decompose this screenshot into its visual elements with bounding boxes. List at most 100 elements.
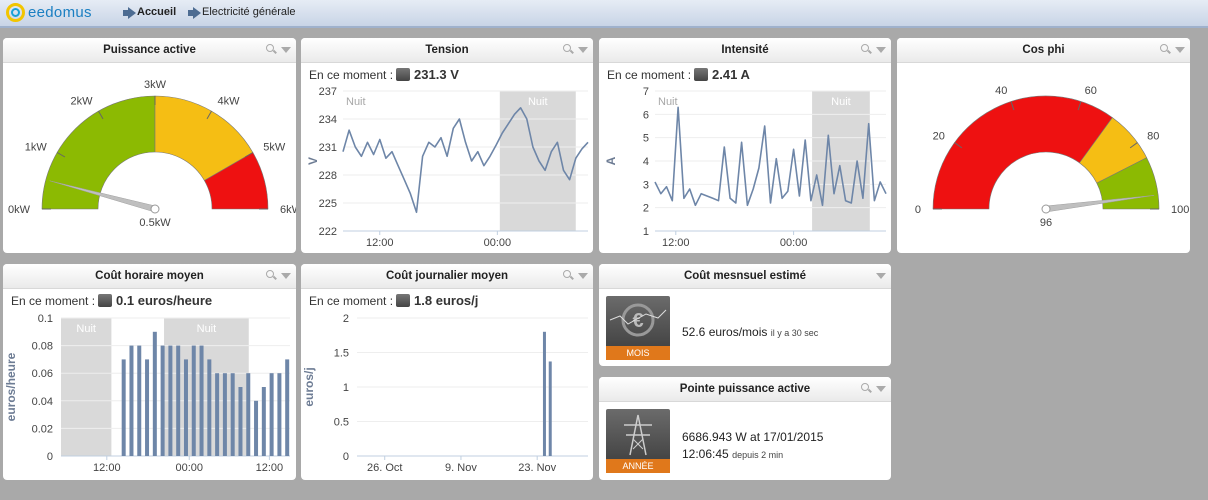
monthly-cost-value: 52.6 euros/mois bbox=[682, 325, 768, 339]
eedomus-logo-icon[interactable] bbox=[6, 3, 25, 22]
x-tick-label: 9. Nov bbox=[445, 462, 477, 474]
y-tick-label: 3 bbox=[643, 179, 649, 191]
sensor-thumbnail-icon bbox=[694, 68, 709, 81]
y-tick-label: 7 bbox=[643, 86, 649, 98]
bar bbox=[137, 345, 142, 456]
y-tick-label: 0.5 bbox=[334, 417, 349, 429]
gauge-tick-label: 5kW bbox=[263, 142, 286, 154]
current-value-line: En ce moment : 231.3 V bbox=[309, 67, 459, 82]
gauge-tick-label: 4kW bbox=[218, 96, 241, 108]
gauge-value-label: 96 bbox=[1040, 217, 1052, 229]
night-band bbox=[499, 91, 576, 231]
gauge-tick bbox=[56, 152, 66, 158]
bar bbox=[199, 345, 204, 456]
y-tick-label: 2 bbox=[643, 203, 649, 215]
panel-pointe-puissance: Pointe puissance active ANNÉE 6686.943 W… bbox=[599, 377, 891, 480]
x-tick-label: 12:00 bbox=[256, 462, 284, 474]
chart-cout-horaire: Nuit Nuit 0 0.02 0.04 0.06 0.08 0.1 12:00 00:00 12… bbox=[4, 313, 290, 474]
logo-text[interactable]: eedomus bbox=[28, 4, 92, 21]
y-tick-label: 1 bbox=[643, 226, 649, 238]
gauge-tick bbox=[98, 110, 104, 120]
breadcrumb-arrow-icon bbox=[188, 7, 201, 19]
night-band-label: Nuit bbox=[528, 96, 548, 108]
y-tick-label: 228 bbox=[319, 170, 337, 182]
gauge-tick-label: 6kW bbox=[280, 204, 296, 216]
breadcrumb-home[interactable]: Accueil bbox=[137, 6, 177, 18]
bar bbox=[238, 387, 243, 456]
x-tick-label: 26. Oct bbox=[367, 462, 402, 474]
gauge-tick-label: 3kW bbox=[144, 79, 167, 91]
gauge-tick-label: 20 bbox=[933, 131, 945, 143]
y-tick-label: 237 bbox=[319, 86, 337, 98]
panel-title: Cos phi bbox=[897, 38, 1190, 63]
breadcrumb-arrow-icon bbox=[123, 7, 136, 19]
y-tick-label: 1.5 bbox=[334, 348, 349, 360]
x-tick-label: 00:00 bbox=[175, 462, 203, 474]
bar bbox=[176, 345, 181, 456]
night-band-label: Nuit bbox=[831, 96, 851, 108]
panel-title: Tension bbox=[301, 38, 593, 63]
gauge-tick bbox=[244, 152, 254, 158]
top-bar: eedomus Accueil Electricité générale bbox=[0, 0, 1208, 28]
now-value: 2.41 A bbox=[712, 67, 750, 82]
panel-cos-phi: Cos phi 0 20 40 60 80 100 96 bbox=[897, 38, 1190, 253]
panel-title: Intensité bbox=[599, 38, 891, 63]
now-value: 231.3 V bbox=[414, 67, 459, 82]
bar bbox=[160, 345, 165, 456]
panel-puissance-active: Puissance active 0kW 1kW 2kW 3kW 4kW 5kW 6kW 0.… bbox=[3, 38, 296, 253]
zoom-icon[interactable] bbox=[563, 270, 573, 280]
zoom-icon[interactable] bbox=[266, 270, 276, 280]
series-line bbox=[654, 106, 887, 207]
gauge-tick-label: 100 bbox=[1171, 204, 1189, 216]
peak-value: 6686.943 W at 17/01/2015 bbox=[682, 430, 824, 444]
series-line bbox=[342, 107, 589, 214]
menu-dropdown-icon[interactable] bbox=[281, 273, 291, 279]
bar bbox=[145, 359, 150, 456]
panel-title: Coût horaire moyen bbox=[3, 264, 296, 289]
bar bbox=[129, 345, 134, 456]
zoom-icon[interactable] bbox=[563, 44, 573, 54]
bar bbox=[542, 331, 546, 456]
panel-title: Coût journalier moyen bbox=[301, 264, 593, 289]
peak-since: depuis 2 min bbox=[732, 450, 784, 460]
menu-dropdown-icon[interactable] bbox=[578, 273, 588, 279]
menu-dropdown-icon[interactable] bbox=[281, 47, 291, 53]
zoom-icon[interactable] bbox=[861, 383, 871, 393]
bar bbox=[277, 373, 282, 456]
gauge-value-label: 0.5kW bbox=[139, 217, 171, 229]
y-tick-label: 4 bbox=[643, 156, 649, 168]
tile-label: ANNÉE bbox=[606, 459, 670, 473]
pylon-icon: ANNÉE bbox=[606, 409, 670, 473]
x-tick-label: 00:00 bbox=[780, 237, 808, 249]
bar bbox=[548, 361, 552, 456]
x-tick-label: 12:00 bbox=[93, 462, 121, 474]
x-tick-label: 00:00 bbox=[484, 237, 512, 249]
now-value: 0.1 euros/heure bbox=[116, 293, 213, 308]
now-label: En ce moment : bbox=[607, 68, 692, 82]
menu-dropdown-icon[interactable] bbox=[578, 47, 588, 53]
y-axis-label: A bbox=[604, 156, 618, 165]
y-axis-label: euros/j bbox=[302, 367, 316, 406]
breadcrumb-current: Electricité générale bbox=[202, 6, 296, 18]
panel-cout-journalier: Coût journalier moyen En ce moment : 1.8 … bbox=[301, 264, 593, 480]
night-band bbox=[61, 318, 112, 456]
y-tick-label: 0.08 bbox=[32, 341, 53, 353]
bar bbox=[215, 373, 220, 456]
gauge-tick bbox=[1129, 142, 1138, 149]
zoom-icon[interactable] bbox=[861, 44, 871, 54]
now-value: 1.8 euros/j bbox=[414, 293, 479, 308]
x-tick-label: 12:00 bbox=[366, 237, 394, 249]
menu-dropdown-icon[interactable] bbox=[876, 386, 886, 392]
bar bbox=[285, 359, 290, 456]
y-tick-label: 6 bbox=[643, 109, 649, 121]
zoom-icon[interactable] bbox=[266, 44, 276, 54]
menu-dropdown-icon[interactable] bbox=[876, 273, 886, 279]
menu-dropdown-icon[interactable] bbox=[1175, 47, 1185, 53]
menu-dropdown-icon[interactable] bbox=[876, 47, 886, 53]
gauge-tick bbox=[1077, 101, 1082, 111]
gauge-puissance: 0kW 1kW 2kW 3kW 4kW 5kW 6kW 0.5kW bbox=[8, 79, 296, 229]
gauge-tick bbox=[206, 110, 212, 120]
monthly-cost-since: il y a 30 sec bbox=[770, 328, 819, 338]
y-tick-label: 225 bbox=[319, 198, 337, 210]
zoom-icon[interactable] bbox=[1160, 44, 1170, 54]
